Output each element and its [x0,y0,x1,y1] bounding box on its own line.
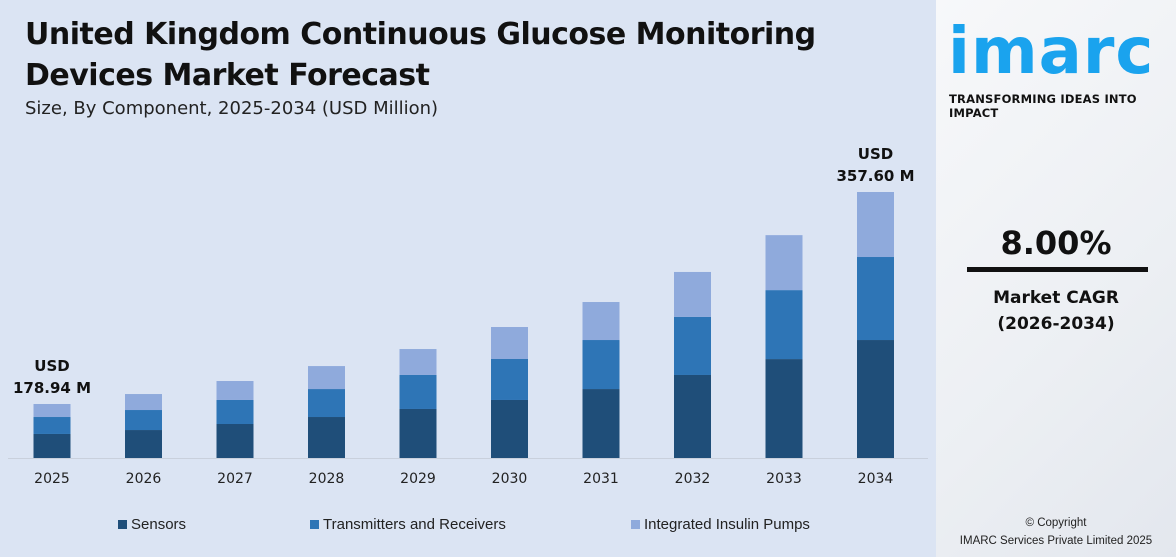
copyright-line2: IMARC Services Private Limited 2025 [959,535,1153,547]
bar-segment-2030-0 [491,399,528,458]
bar-segment-2034-1 [857,257,894,341]
bar-segment-2034-0 [857,340,894,458]
bar-segment-2027-0 [216,424,254,458]
legend-swatch [310,520,319,529]
x-tick-label: 2029 [400,471,436,487]
x-tick-label: 2026 [126,471,162,487]
bar-segment-2027-2 [216,381,254,400]
bar-segment-2030-1 [491,358,528,400]
x-tick-label: 2032 [675,471,711,487]
bar-segment-2033-0 [765,359,803,458]
cagr-value: 8.00% [1000,224,1112,262]
bar-segment-2025-1 [33,417,71,434]
imarc-logo: imarc [948,15,1155,89]
legend-item-insulin-pumps: Integrated Insulin Pumps [631,516,810,533]
bar-segment-2029-1 [399,374,437,409]
cagr-label-line2: (2026-2034) [997,314,1115,334]
legend-label: Sensors [131,516,187,533]
legend-item-sensors: Sensors [118,516,186,533]
total-label-value: 357.60 M [836,167,914,185]
x-tick-label: 2030 [492,471,528,487]
legend-item-transmitters: Transmitters and Receivers [310,516,506,533]
legend-label: Transmitters and Receivers [323,516,506,533]
divider [967,267,1148,272]
bar-segment-2025-0 [33,433,71,458]
chart-panel: United Kingdom Continuous Glucose Monito… [8,17,928,533]
bar-segment-2032-0 [674,374,711,458]
bar-segment-2028-1 [308,389,345,418]
x-tick-label: 2034 [858,471,894,487]
x-tick-label: 2033 [766,471,802,487]
copyright-line1: © Copyright [1025,517,1087,529]
x-tick-label: 2027 [217,471,253,487]
total-label-currency: USD [858,145,893,163]
bar-segment-2033-2 [765,235,803,291]
bar-segment-2028-2 [308,366,345,390]
bar-segment-2026-0 [125,430,162,458]
legend-label: Integrated Insulin Pumps [644,516,810,533]
bar-segment-2030-2 [491,327,528,359]
bar-segment-2032-2 [674,271,711,317]
chart-subtitle: Size, By Component, 2025-2034 (USD Milli… [25,98,439,119]
bar-segment-2032-1 [674,316,711,375]
info-panel: imarc TRANSFORMING IDEAS INTO IMPACT 8.0… [936,0,1176,557]
legend-swatch [631,520,640,529]
bar-segment-2033-1 [765,290,803,360]
bar-segment-2031-0 [582,389,620,458]
logo-tagline: TRANSFORMING IDEAS INTO IMPACT [949,92,1137,120]
total-label-currency: USD [34,357,69,375]
bar-segment-2028-0 [308,417,345,458]
bar-segment-2031-1 [582,340,620,390]
bar-segment-2026-2 [125,394,162,411]
bar-segment-2034-2 [857,192,894,258]
x-tick-label: 2028 [309,471,345,487]
legend-swatch [118,520,127,529]
bar-segment-2026-1 [125,410,162,431]
bar-segment-2031-2 [582,302,620,341]
x-tick-label: 2025 [34,471,70,487]
cagr-label-line1: Market CAGR [993,288,1119,308]
cagr-label: Market CAGR (2026-2034) [936,285,1176,337]
bar-segment-2029-0 [399,408,437,458]
bar-segment-2025-2 [33,403,71,418]
copyright: © Copyright IMARC Services Private Limit… [936,514,1176,550]
bar-segment-2029-2 [399,349,437,375]
chart-title: United Kingdom Continuous Glucose Monito… [25,17,816,93]
bar-segment-2027-1 [216,399,254,425]
x-tick-label: 2031 [583,471,619,487]
total-label-value: 178.94 M [13,379,91,397]
stacked-bar-chart: 2025 2026 2027 2028 2029 2030 2031 2032 2033 2034… [8,145,928,487]
